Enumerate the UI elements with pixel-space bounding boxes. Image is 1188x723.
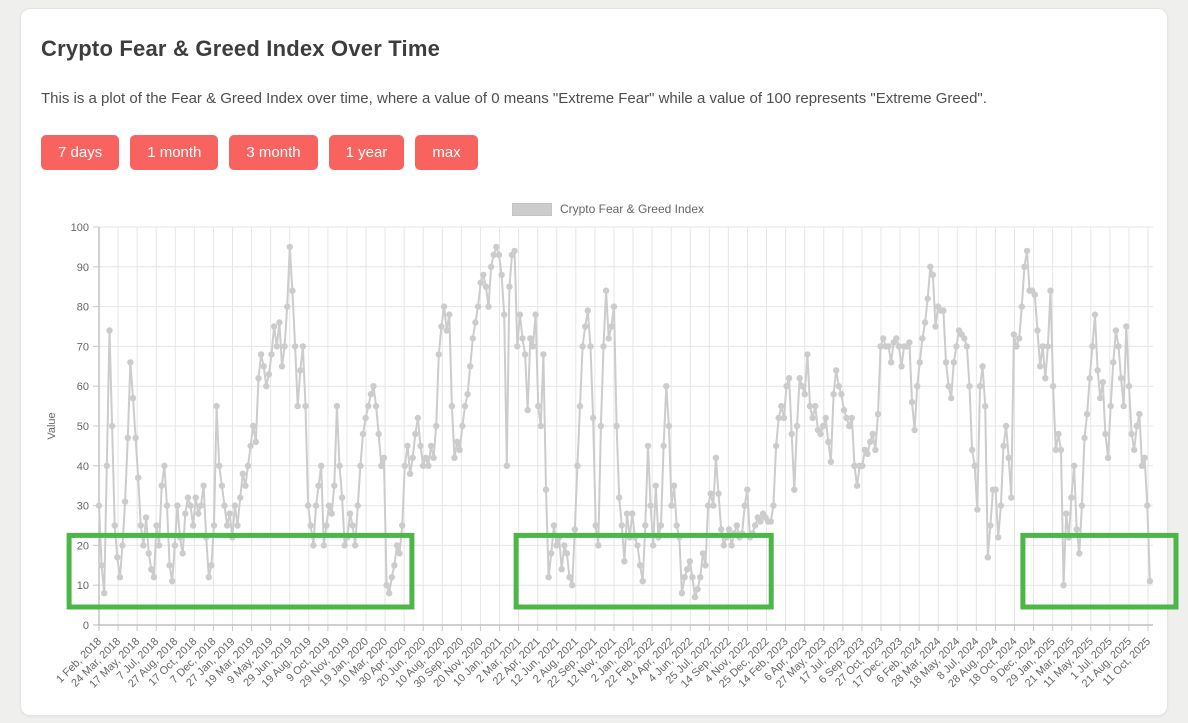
y-axis-title: Value <box>46 412 58 439</box>
range-button-1-month[interactable]: 1 month <box>130 135 219 170</box>
svg-text:70: 70 <box>77 341 89 353</box>
svg-text:50: 50 <box>77 421 89 433</box>
range-button-3-month[interactable]: 3 month <box>229 135 318 170</box>
svg-text:20: 20 <box>77 540 89 552</box>
y-axis-labels: 0 10 20 30 40 50 60 70 80 90 100 <box>71 222 99 632</box>
range-button-max[interactable]: max <box>415 135 478 170</box>
svg-text:10: 10 <box>77 580 89 592</box>
page-title: Crypto Fear & Greed Index Over Time <box>41 36 441 61</box>
svg-text:80: 80 <box>77 302 89 314</box>
range-button-7-days[interactable]: 7 days <box>41 135 120 170</box>
svg-text:40: 40 <box>77 461 89 473</box>
time-range-buttons: 7 days 1 month 3 month 1 year max <box>41 135 1147 170</box>
legend-color-swatch-icon <box>511 202 552 216</box>
chart-area: Crypto Fear & Greed Index 0 10 20 30 40 50 60 7… <box>41 201 1179 706</box>
svg-text:30: 30 <box>77 501 89 513</box>
series-line[interactable] <box>98 245 1151 599</box>
highlight-box-3 <box>1020 532 1179 610</box>
chart-legend-item[interactable]: Crypto Fear & Greed Index <box>55 201 1161 217</box>
svg-text:60: 60 <box>77 381 89 393</box>
svg-text:90: 90 <box>77 262 89 274</box>
chart-card: Crypto Fear & Greed Index Over Time This… <box>20 8 1179 716</box>
description-text: This is a plot of the Fear & Greed Index… <box>41 90 987 107</box>
legend-label: Crypto Fear & Greed Index <box>559 202 705 216</box>
svg-text:100: 100 <box>71 222 89 234</box>
highlight-box-2 <box>513 532 774 610</box>
highlight-box-1 <box>66 532 415 610</box>
svg-text:0: 0 <box>83 620 89 632</box>
range-button-1-year[interactable]: 1 year <box>328 135 405 170</box>
